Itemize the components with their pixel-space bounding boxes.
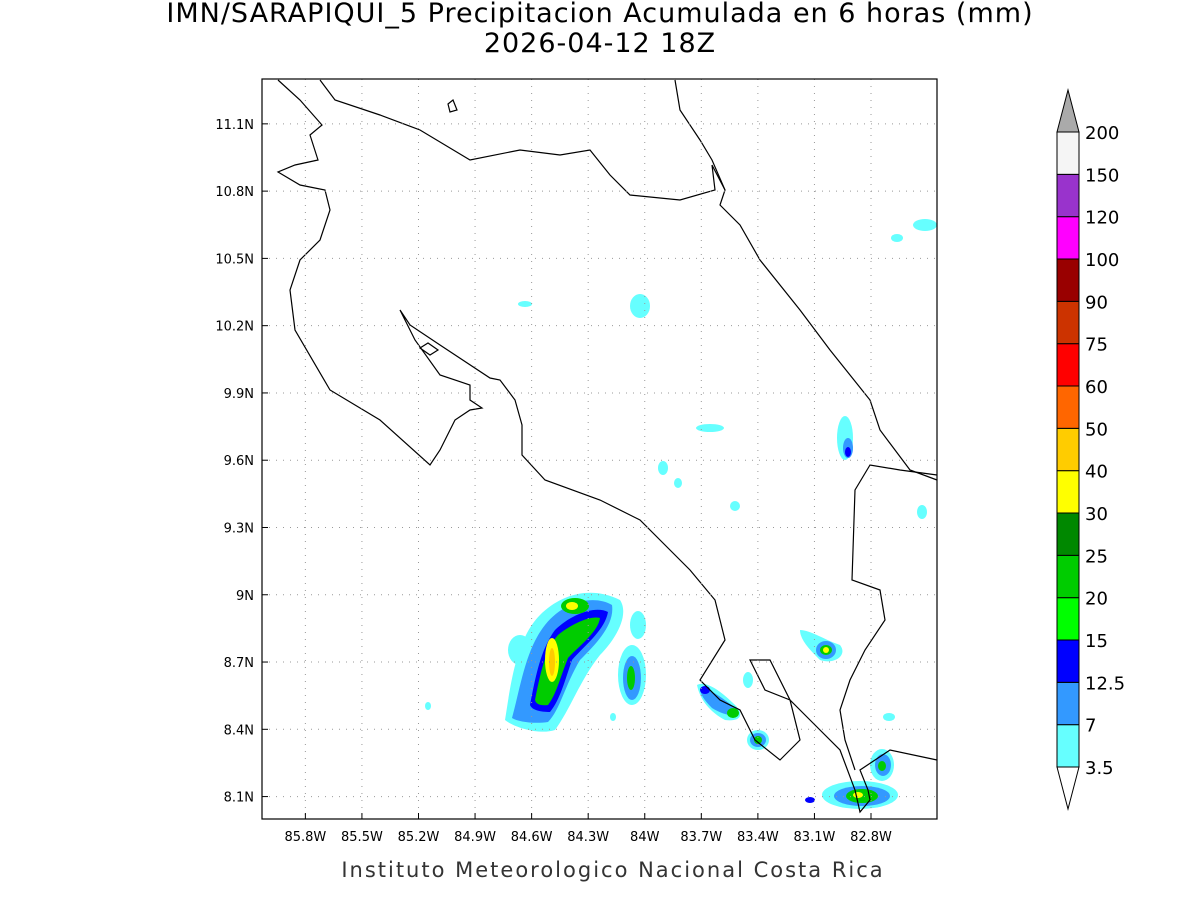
x-tick-label: 84W	[630, 830, 660, 845]
colorbar-label: 15	[1085, 631, 1108, 652]
colorbar-swatch	[1056, 300, 1080, 345]
colorbar-swatch	[1056, 427, 1080, 472]
colorbar-label: 30	[1085, 504, 1108, 525]
colorbar-label: 40	[1085, 462, 1108, 483]
colorbar: 3.5 7 12.5 15 20 25 30 40 50 60 75 90 100 120 150 200	[1056, 88, 1125, 811]
y-tick-label: 8.1N	[224, 791, 254, 806]
colorbar-swatch	[1056, 173, 1080, 218]
y-tick-label: 11.1N	[215, 118, 254, 133]
colorbar-label: 12.5	[1085, 673, 1125, 694]
colorbar-label: 120	[1085, 208, 1119, 229]
colorbar-label: 100	[1085, 250, 1119, 271]
x-tick-label: 84.3W	[567, 830, 609, 845]
colorbar-swatch	[1056, 724, 1080, 768]
colorbar-swatch	[1056, 385, 1080, 429]
x-tick-label: 82.8W	[850, 830, 892, 845]
colorbar-swatch	[1056, 512, 1080, 556]
x-tick-label: 83.1W	[794, 830, 836, 845]
x-tick-label: 85.5W	[341, 830, 383, 845]
grid	[262, 79, 937, 819]
y-tick-label: 9.9N	[224, 387, 254, 402]
map-frame	[261, 78, 938, 820]
colorbar-label: 150	[1085, 165, 1119, 186]
coastline	[276, 79, 938, 814]
colorbar-swatch	[1056, 639, 1080, 683]
y-tick-label: 9.6N	[224, 454, 254, 469]
y-tick-label: 9.3N	[224, 521, 254, 536]
colorbar-label: 90	[1085, 292, 1108, 313]
y-tick-label: 8.4N	[224, 723, 254, 738]
x-tick-label: 85.8W	[284, 830, 326, 845]
x-tick-label: 84.6W	[511, 830, 553, 845]
colorbar-label: 20	[1085, 589, 1108, 610]
colorbar-label: 3.5	[1085, 758, 1114, 779]
colorbar-swatch	[1056, 470, 1080, 514]
colorbar-swatch	[1056, 597, 1080, 641]
y-tick-label: 9N	[236, 589, 254, 604]
colorbar-label: 60	[1085, 377, 1108, 398]
precipitation	[425, 219, 937, 809]
colorbar-label: 50	[1085, 419, 1108, 440]
colorbar-label: 200	[1085, 123, 1119, 144]
x-tick-label: 83.4W	[737, 830, 779, 845]
colorbar-swatch	[1056, 131, 1080, 175]
colorbar-extend-high	[1056, 88, 1080, 133]
footer: Instituto Meteorologico Nacional Costa R…	[341, 858, 884, 882]
x-tick-label: 85.2W	[398, 830, 440, 845]
subtitle: 2026-04-12 18Z	[484, 28, 716, 59]
colorbar-swatch	[1056, 681, 1080, 726]
title: IMN/SARAPIQUI_5 Precipitacion Acumulada …	[166, 0, 1033, 29]
y-tick-label: 10.5N	[215, 252, 254, 267]
colorbar-label: 75	[1085, 335, 1108, 356]
colorbar-label: 25	[1085, 546, 1108, 567]
map	[261, 78, 938, 820]
y-tick-label: 10.8N	[215, 185, 254, 200]
colorbar-extend-low	[1056, 766, 1080, 811]
colorbar-swatch	[1056, 258, 1080, 302]
x-tick-label: 83.7W	[680, 830, 722, 845]
y-tick-label: 10.2N	[215, 320, 254, 335]
colorbar-swatch	[1056, 343, 1080, 387]
colorbar-swatch	[1056, 216, 1080, 260]
y-tick-label: 8.7N	[224, 656, 254, 671]
colorbar-label: 7	[1085, 716, 1096, 737]
x-tick-label: 84.9W	[454, 830, 496, 845]
colorbar-swatch	[1056, 554, 1080, 599]
